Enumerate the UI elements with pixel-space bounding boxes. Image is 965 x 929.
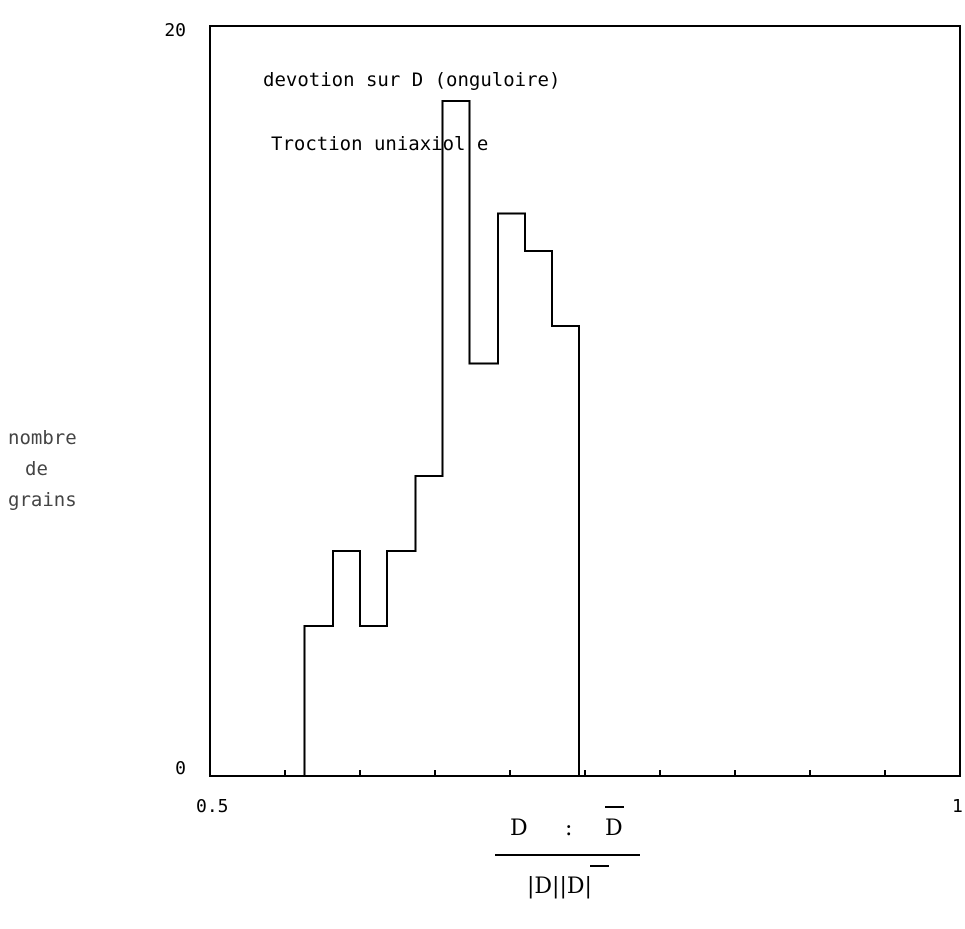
x-tick-label: 0.5: [196, 796, 229, 817]
y-tick-label: 20: [164, 20, 186, 41]
histogram-bar: [551, 251, 580, 776]
x-ticks: [284, 770, 886, 776]
xlabel-denominator: |D||D|: [527, 874, 592, 899]
ylabel-line-3: grains: [8, 489, 77, 511]
histogram-bar: [414, 101, 444, 551]
histogram-bar: [303, 551, 334, 776]
ylabel-line-1: nombre: [8, 427, 77, 449]
histogram-bar: [524, 213, 553, 326]
ylabel-line-2: de: [25, 458, 48, 480]
xlabel-numerator-sep: :: [565, 816, 572, 841]
histogram-bar: [332, 550, 361, 626]
annotation-traction: Troction uniaxiol e: [271, 133, 488, 155]
y-tick-label: 0: [175, 758, 186, 779]
histogram-bar: [386, 476, 417, 626]
histogram-bar: [497, 212, 526, 364]
histogram-bars: [303, 100, 580, 776]
histogram-bar: [359, 551, 388, 627]
xlabel-numerator-right: D: [605, 816, 623, 841]
annotation-deviation: devotion sur D (onguloire): [263, 69, 560, 91]
tick-labels: 0.5 1 0 20: [164, 20, 963, 817]
histogram-bar: [441, 100, 471, 476]
xlabel-numerator-left: D: [510, 816, 528, 841]
x-tick-label: 1: [952, 796, 963, 817]
